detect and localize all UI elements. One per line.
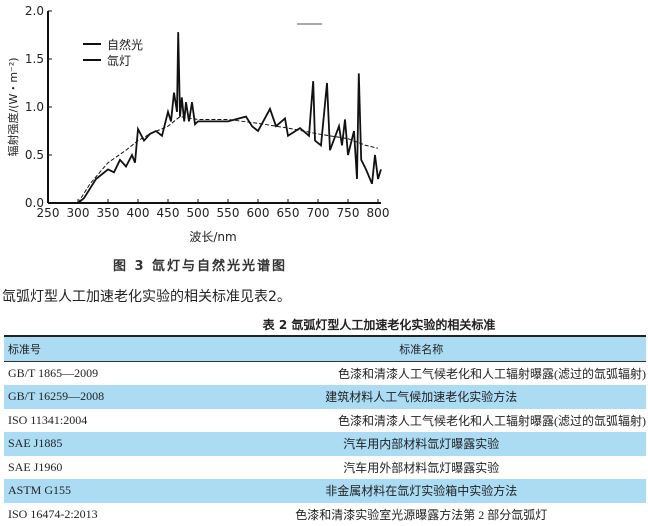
body-paragraph: 氙弧灯型人工加速老化实验的相关标准见表2。 — [2, 286, 291, 306]
standard-number: SAE J1885 — [4, 432, 197, 456]
standard-name: 汽车用外部材料氙灯曝露实验 — [197, 456, 646, 480]
x-tick-label: 800 — [367, 206, 390, 220]
x-tick-label: 350 — [97, 206, 120, 220]
x-tick-label: 400 — [127, 206, 150, 220]
table-title: 表 2 氙弧灯型人工加速老化实验的相关标准 — [0, 316, 648, 333]
x-tick-label: 750 — [337, 206, 360, 220]
x-tick-label: 600 — [247, 206, 270, 220]
y-tick-label: 0.5 — [25, 148, 44, 162]
y-tick-label: 1.5 — [25, 52, 44, 66]
x-tick-label: 500 — [187, 206, 210, 220]
y-axis-label: 辐射强度/(W・m⁻²) — [6, 57, 20, 156]
figure-caption: 图 3 氙灯与自然光光谱图 — [0, 255, 400, 274]
standard-name: 汽车用内部材料氙灯曝露实验 — [197, 432, 646, 456]
standard-name: 色漆和清漆实验室光源曝露方法第 2 部分氙弧灯 — [197, 503, 646, 526]
x-tick-label: 550 — [217, 206, 240, 220]
standard-number: SAE J1960 — [4, 456, 197, 480]
x-axis-label: 波长/nm — [189, 230, 236, 244]
standard-name: 建筑材料人工气候加速老化实验方法 — [197, 385, 646, 409]
standard-number: ASTM G155 — [4, 479, 197, 503]
series-line-daylight — [78, 117, 378, 203]
standard-name: 非金属材料在氙灯实验箱中实验方法 — [197, 479, 646, 503]
standard-number: ISO 16474-2:2013 — [4, 503, 197, 526]
header-standard-name: 标准名称 — [197, 336, 646, 361]
x-tick-label: 450 — [157, 206, 180, 220]
table-header-row: 标准号 标准名称 — [4, 336, 646, 361]
header-standard-number: 标准号 — [4, 336, 197, 361]
standard-number: ISO 11341:2004 — [4, 409, 197, 433]
y-tick-label: 2.0 — [25, 4, 44, 18]
legend-label: 氙灯 — [107, 54, 131, 68]
x-tick-label: 700 — [307, 206, 330, 220]
standard-number: GB/T 16259—2008 — [4, 385, 197, 409]
standard-name: 色漆和清漆人工气候老化和人工辐射曝露(滤过的氙弧辐射) — [197, 409, 646, 433]
x-tick-label: 650 — [277, 206, 300, 220]
x-tick-label: 300 — [67, 206, 90, 220]
y-tick-label: 1.0 — [25, 100, 44, 114]
standard-number: GB/T 1865—2009 — [4, 361, 197, 385]
y-tick-label: 0.0 — [25, 196, 44, 210]
standard-name: 色漆和清漆人工气候老化和人工辐射曝露(滤过的氙弧辐射) — [197, 361, 646, 385]
legend-label: 自然光 — [107, 37, 143, 52]
